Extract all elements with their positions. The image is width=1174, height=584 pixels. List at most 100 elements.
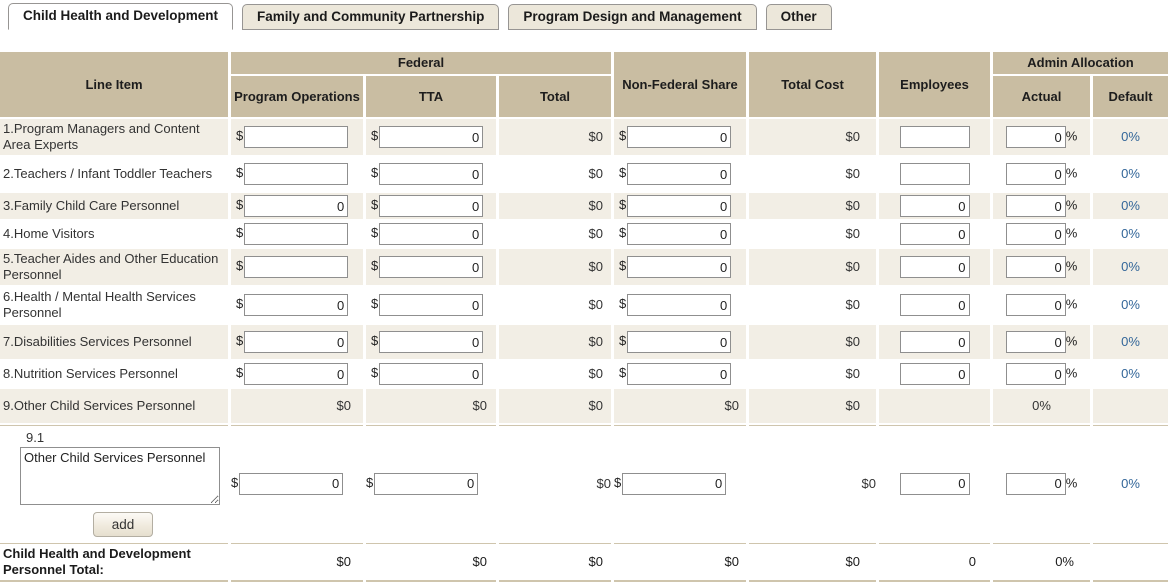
dollar-sign: $ <box>236 128 244 144</box>
total-row-label: Child Health and Development Personnel T… <box>0 543 228 582</box>
program-operations-input[interactable] <box>239 472 344 495</box>
employees-input[interactable] <box>899 195 970 217</box>
dollar-sign: $ <box>371 225 379 241</box>
tta-total: $0 <box>366 543 496 582</box>
tab-program-design-and-management[interactable]: Program Design and Management <box>508 4 757 30</box>
tta-input[interactable] <box>374 472 479 495</box>
total-cost-value: $0 <box>749 157 876 191</box>
percent-sign: % <box>1065 165 1078 181</box>
federal-total-value: $0 <box>499 389 611 423</box>
employees-input[interactable] <box>899 363 970 385</box>
table-row: 4.Home Visitors $ $ $0 $ $0 % 0% <box>0 221 1168 247</box>
tta-input[interactable] <box>379 195 484 217</box>
program-operations-input[interactable] <box>244 223 349 245</box>
sub-row-number: 9.1 <box>26 430 45 445</box>
percent-sign: % <box>1065 365 1078 381</box>
program-operations-input[interactable] <box>244 256 349 278</box>
total-cost-value: $0 <box>749 389 876 423</box>
non-federal-share-input[interactable] <box>622 472 727 495</box>
percent-sign: % <box>1065 128 1078 144</box>
dollar-sign: $ <box>236 197 244 213</box>
tta-input[interactable] <box>379 126 484 148</box>
admin-actual-input[interactable] <box>1005 331 1066 353</box>
dollar-sign: $ <box>371 296 379 312</box>
admin-actual-input[interactable] <box>1005 256 1066 278</box>
dollar-sign: $ <box>236 296 244 312</box>
line-item-label: 3.Family Child Care Personnel <box>0 193 228 219</box>
admin-default-value: 0% <box>1093 287 1168 323</box>
admin-default-value: 0% <box>1093 157 1168 191</box>
admin-default-value <box>1093 389 1168 423</box>
line-item-label: 4.Home Visitors <box>0 221 228 247</box>
admin-actual-input[interactable] <box>1005 126 1066 148</box>
table-row-other-child-services-sub: 9.1 Other Child Services Personnel add $… <box>0 425 1168 541</box>
col-header-actual: Actual <box>993 76 1090 117</box>
tab-child-health-and-development[interactable]: Child Health and Development <box>8 3 234 30</box>
admin-actual-input[interactable] <box>1005 363 1066 385</box>
employees-input[interactable] <box>899 331 970 353</box>
tta-input[interactable] <box>379 363 484 385</box>
non-federal-share-input[interactable] <box>627 223 732 245</box>
dollar-sign: $ <box>371 333 379 349</box>
program-operations-input[interactable] <box>244 363 349 385</box>
total-cost-value: $0 <box>749 119 876 155</box>
admin-default-total <box>1093 543 1168 582</box>
federal-total-value: $0 <box>499 361 611 387</box>
table-row: 5.Teacher Aides and Other Education Pers… <box>0 249 1168 285</box>
non-federal-share-input[interactable] <box>627 294 732 316</box>
line-item-label: 2.Teachers / Infant Toddler Teachers <box>0 157 228 191</box>
tta-input[interactable] <box>379 331 484 353</box>
admin-actual-input[interactable] <box>1005 294 1066 316</box>
col-header-default: Default <box>1093 76 1168 117</box>
tta-input[interactable] <box>379 256 484 278</box>
non-federal-share-input[interactable] <box>627 331 732 353</box>
dollar-sign: $ <box>371 258 379 274</box>
non-federal-share-input[interactable] <box>627 256 732 278</box>
non-federal-share-input[interactable] <box>627 195 732 217</box>
col-header-tta: TTA <box>366 76 496 117</box>
employees-value <box>879 389 990 423</box>
employees-input[interactable] <box>899 223 970 245</box>
admin-default-value: 0% <box>1093 425 1168 541</box>
program-operations-input[interactable] <box>244 294 349 316</box>
personnel-budget-table: Line Item Federal Non-Federal Share Tota… <box>0 50 1171 584</box>
add-button[interactable]: add <box>92 512 154 537</box>
employees-input[interactable] <box>899 126 970 148</box>
other-personnel-name-textarea[interactable]: Other Child Services Personnel <box>20 447 220 505</box>
admin-actual-value: 0% <box>993 389 1090 423</box>
total-cost-value: $0 <box>749 361 876 387</box>
admin-actual-input[interactable] <box>1005 223 1066 245</box>
tab-family-and-community-partnership[interactable]: Family and Community Partnership <box>242 4 500 30</box>
federal-total-total: $0 <box>499 543 611 582</box>
program-operations-input[interactable] <box>244 195 349 217</box>
tta-input[interactable] <box>379 223 484 245</box>
admin-actual-input[interactable] <box>1005 163 1066 185</box>
program-operations-input[interactable] <box>244 331 349 353</box>
tta-input[interactable] <box>379 294 484 316</box>
admin-actual-input[interactable] <box>1005 195 1066 217</box>
percent-sign: % <box>1065 197 1078 213</box>
non-federal-share-input[interactable] <box>627 126 732 148</box>
admin-actual-input[interactable] <box>1005 472 1066 495</box>
non-federal-share-input[interactable] <box>627 363 732 385</box>
non-federal-share-input[interactable] <box>627 163 732 185</box>
tta-input[interactable] <box>379 163 484 185</box>
percent-sign: % <box>1065 296 1078 312</box>
employees-input[interactable] <box>899 256 970 278</box>
employees-input[interactable] <box>899 472 970 495</box>
tab-other[interactable]: Other <box>765 4 832 30</box>
dollar-sign: $ <box>371 165 379 181</box>
total-cost-value: $0 <box>749 249 876 285</box>
percent-sign: % <box>1065 225 1078 241</box>
admin-default-value: 0% <box>1093 361 1168 387</box>
non-federal-share-total: $0 <box>614 543 746 582</box>
dollar-sign: $ <box>619 165 627 181</box>
program-operations-input[interactable] <box>244 163 349 185</box>
federal-total-value: $0 <box>499 221 611 247</box>
program-operations-input[interactable] <box>244 126 349 148</box>
col-header-admin-allocation: Admin Allocation <box>993 52 1168 74</box>
employees-input[interactable] <box>899 163 970 185</box>
employees-input[interactable] <box>899 294 970 316</box>
dollar-sign: $ <box>614 474 622 490</box>
percent-sign: % <box>1065 333 1078 349</box>
